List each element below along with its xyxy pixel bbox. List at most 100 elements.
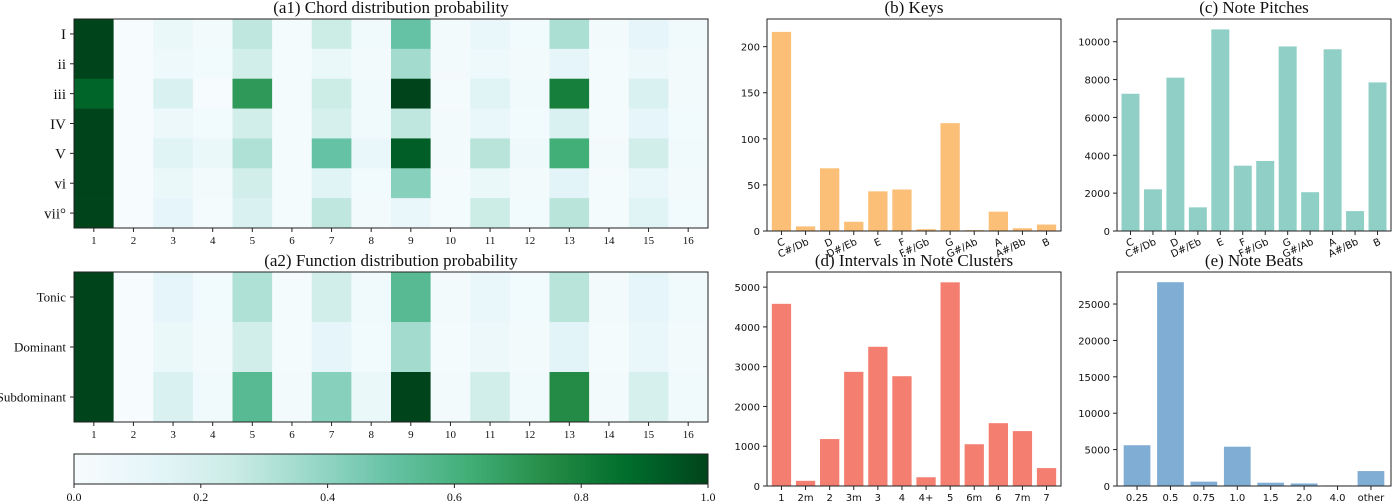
heatmap-cell [311,48,352,80]
heatmap-cell [589,198,630,229]
heatmap-cell [470,78,511,109]
y-tick-label: I [61,27,66,43]
x-tick-label: 3 [170,429,176,441]
bar [1290,483,1318,486]
x-tick-label: E [873,237,883,250]
heatmap-cell [391,78,431,109]
heatmap-cell [272,168,313,199]
heatmap-cell [192,138,233,169]
heatmap-cell [470,48,511,80]
heatmap-cell [351,372,392,423]
bar-chart-c: CC#/Db DD#/Eb E FF#/Gb GG#/Ab AA#/Bb B02000400… [1078,0,1392,261]
colorbar-tick-label: 0.2 [193,490,208,503]
heatmap-cell [628,272,669,323]
heatmap-cell [192,322,233,373]
x-tick-label: 7 [329,235,335,247]
heatmap-cell [192,198,233,229]
heatmap-cell [391,108,431,139]
bar [1278,46,1297,232]
heatmap-cell [311,198,352,229]
x-tick-label: 4 [210,235,216,247]
x-tick-label: 8 [368,429,374,441]
heatmap-cell [430,372,471,423]
x-tick-label: 8 [368,235,374,247]
heatmap-cell [113,138,154,169]
y-tick-label: vii° [44,206,66,222]
heatmap-cell [430,138,471,169]
x-tick-label: 5 [250,235,256,247]
colorbar-tick-label: 1.0 [701,490,716,503]
heatmap-cell [232,322,273,373]
x-tick-label: 13 [564,235,576,247]
heatmap-cell [668,108,709,139]
bar [1012,431,1033,486]
heatmap-cell [391,48,431,80]
x-tick-label: 5 [947,493,953,503]
x-tick-label: D [823,237,835,250]
x-tick-label: 4 [899,493,905,503]
heatmap-cell [311,138,352,169]
plot-frame [766,18,1062,232]
heatmap-cell [470,372,511,423]
colorbar-tick-label: 0.0 [67,490,82,503]
heatmap-cell [311,322,352,373]
y-tick-label: 2000 [1085,189,1110,200]
bar [1036,468,1057,486]
x-tick-label: 1 [91,429,97,441]
x-tick-label: 1 [778,493,784,503]
x-tick-label: 5 [250,429,256,441]
bar [1346,211,1365,231]
x-tick-label: F [897,237,907,250]
x-tick-label: 12 [524,235,535,247]
heatmap-cell [351,78,392,109]
heatmap-cell [113,108,154,139]
bar [964,444,984,486]
heatmap-cell [192,19,233,50]
heatmap-cell [391,168,431,199]
heatmap-cell [74,168,114,199]
y-tick-label: 0 [1104,227,1110,238]
bar-chart-e: 0.25 0.5 0.75 1.0 1.5 2.0 4.0 other 0 5000 10000 15… [1078,251,1392,503]
chart-title: (c) Note Pitches [1199,0,1309,17]
heatmap-cell [351,168,392,199]
heatmap-cell [232,272,273,323]
heatmap-cell [74,198,114,229]
heatmap-cell [153,322,194,373]
y-tick-label: iii [53,87,66,103]
heatmap-cell [113,78,154,109]
heatmap-cell [628,168,669,199]
bar [892,189,912,231]
heatmap-cell [113,272,154,323]
bar [1223,446,1251,486]
heatmap-cell [192,372,233,423]
y-tick-label: 0 [1104,482,1110,493]
heatmap-cell [430,198,471,229]
heatmap-cell [311,372,352,423]
heatmap-cell [351,48,392,80]
heatmap-cell [272,108,313,139]
heatmap-cell [628,198,669,229]
colorbar: 0.0 0.2 0.4 0.6 0.8 1.0 [67,453,716,503]
heatmap-cell [589,19,630,50]
heatmap-cell [311,19,352,50]
heatmap-cell [74,138,114,169]
x-tick-label: 7m [1014,493,1030,503]
heatmap-cell [391,138,431,169]
heatmap-cell [391,322,431,373]
heatmap-cell [74,78,114,109]
heatmap-cell [351,198,392,229]
y-tick-label: 1000 [735,442,760,453]
heatmap-cell [272,78,313,109]
heatmap-cell [391,19,431,50]
heatmap-cell [509,372,550,423]
heatmap-cell [192,108,233,139]
heatmap-cell [272,372,313,423]
heatmap-cell [549,138,590,169]
plot-frame [1116,271,1392,487]
heatmap-cell [589,322,630,373]
heatmap-cell [589,372,630,423]
y-tick-label: IV [50,117,66,133]
heatmap-cell [430,19,471,50]
heatmap-cell [153,108,194,139]
x-tick-label: 6 [289,429,295,441]
